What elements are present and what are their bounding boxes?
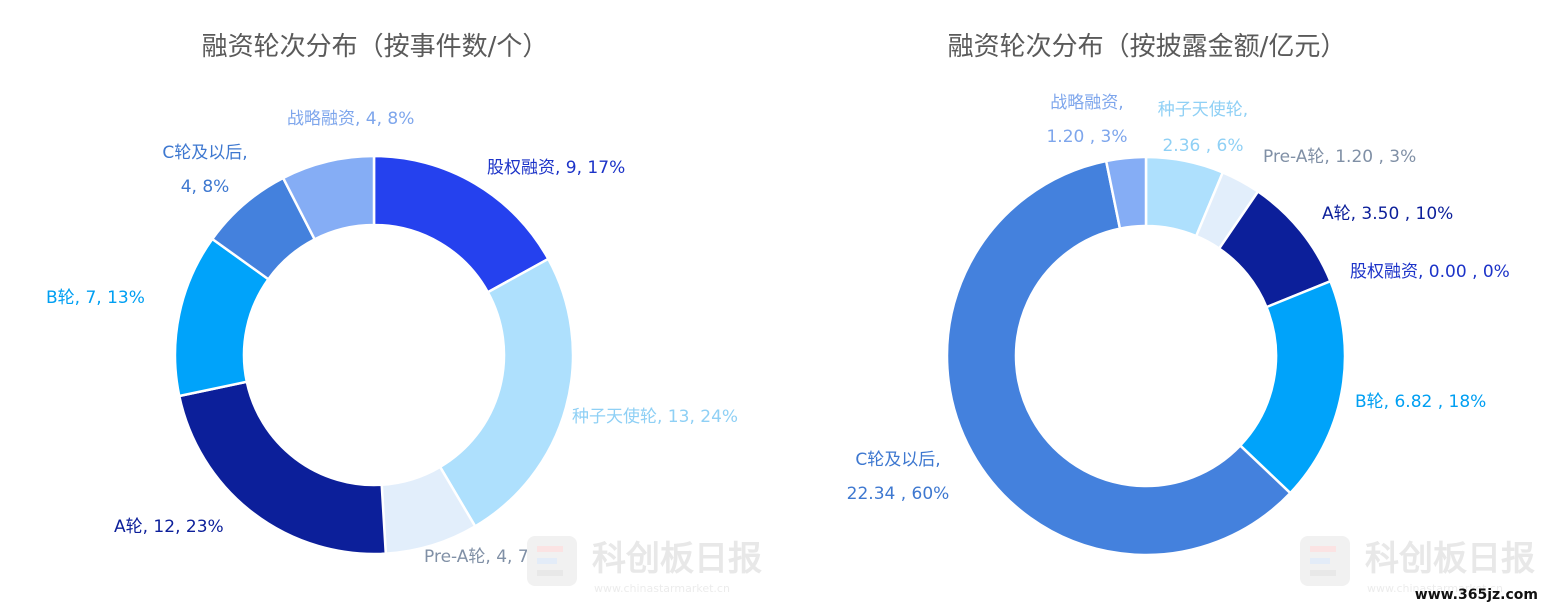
label-left-b: B轮, 7, 13% bbox=[46, 288, 145, 308]
label-left-equity: 股权融资, 9, 17% bbox=[487, 158, 625, 178]
label-left-c-line1: C轮及以后, bbox=[162, 143, 247, 163]
watermark-logo-bar-icon bbox=[1310, 570, 1336, 576]
label-left-seed: 种子天使轮, 13, 24% bbox=[572, 406, 738, 427]
label-right-c-line1: C轮及以后, bbox=[855, 450, 940, 470]
label-right-equity: 股权融资, 0.00 , 0% bbox=[1350, 262, 1510, 282]
labels-left: 股权融资, 9, 17% 种子天使轮, 13, 24% Pre-A轮, 4, 7… bbox=[46, 109, 738, 567]
watermark-left: 科创板日报 www.chinastarmarket.cn bbox=[527, 536, 762, 595]
label-right-strategic-line1: 战略融资, bbox=[1050, 93, 1123, 113]
label-right-c-line2: 22.34 , 60% bbox=[847, 484, 950, 504]
left-slice-1 bbox=[438, 257, 575, 529]
site-url: www.365jz.com bbox=[1415, 587, 1538, 603]
label-right-a: A轮, 3.50 , 10% bbox=[1322, 204, 1453, 224]
label-right-prea: Pre-A轮, 1.20 , 3% bbox=[1263, 147, 1416, 167]
chart-title-right: 融资轮次分布（按披露金额/亿元） bbox=[948, 32, 1347, 62]
labels-right: 战略融资, 1.20 , 3% 种子天使轮, 2.36 , 6% Pre-A轮,… bbox=[847, 93, 1510, 504]
watermark-logo-bar-icon bbox=[537, 570, 563, 576]
watermark-brand: 科创板日报 bbox=[592, 539, 762, 579]
donut-left bbox=[173, 154, 575, 556]
label-right-strategic-line2: 1.20 , 3% bbox=[1046, 127, 1127, 147]
label-left-c-line2: 4, 8% bbox=[181, 177, 230, 197]
label-left-strategic: 战略融资, 4, 8% bbox=[287, 109, 414, 129]
right-slice-6 bbox=[1104, 155, 1148, 231]
watermark-url: www.chinastarmarket.cn bbox=[594, 582, 730, 595]
label-right-seed-line1: 种子天使轮, bbox=[1158, 99, 1248, 120]
watermark-logo-bar-icon bbox=[1310, 558, 1330, 564]
right-slice-5 bbox=[945, 159, 1293, 557]
label-right-seed-line2: 2.36 , 6% bbox=[1162, 136, 1243, 156]
donut-right bbox=[945, 155, 1347, 557]
label-left-a: A轮, 12, 23% bbox=[114, 517, 224, 537]
label-right-b: B轮, 6.82 , 18% bbox=[1355, 392, 1486, 412]
chart-title-left: 融资轮次分布（按事件数/个） bbox=[202, 32, 549, 62]
watermark-url: www.chinastarmarket.cn bbox=[1367, 582, 1503, 595]
watermark-logo-bar-icon bbox=[537, 558, 557, 564]
watermark-logo-bar-icon bbox=[1310, 546, 1336, 552]
watermark-brand: 科创板日报 bbox=[1365, 539, 1535, 579]
watermark-logo-bar-icon bbox=[537, 546, 563, 552]
label-left-prea: Pre-A轮, 4, 7% bbox=[424, 547, 545, 567]
left-slice-3 bbox=[177, 380, 388, 556]
left-slice-6 bbox=[281, 154, 376, 242]
watermark-right: 科创板日报 www.chinastarmarket.cn bbox=[1300, 536, 1535, 595]
